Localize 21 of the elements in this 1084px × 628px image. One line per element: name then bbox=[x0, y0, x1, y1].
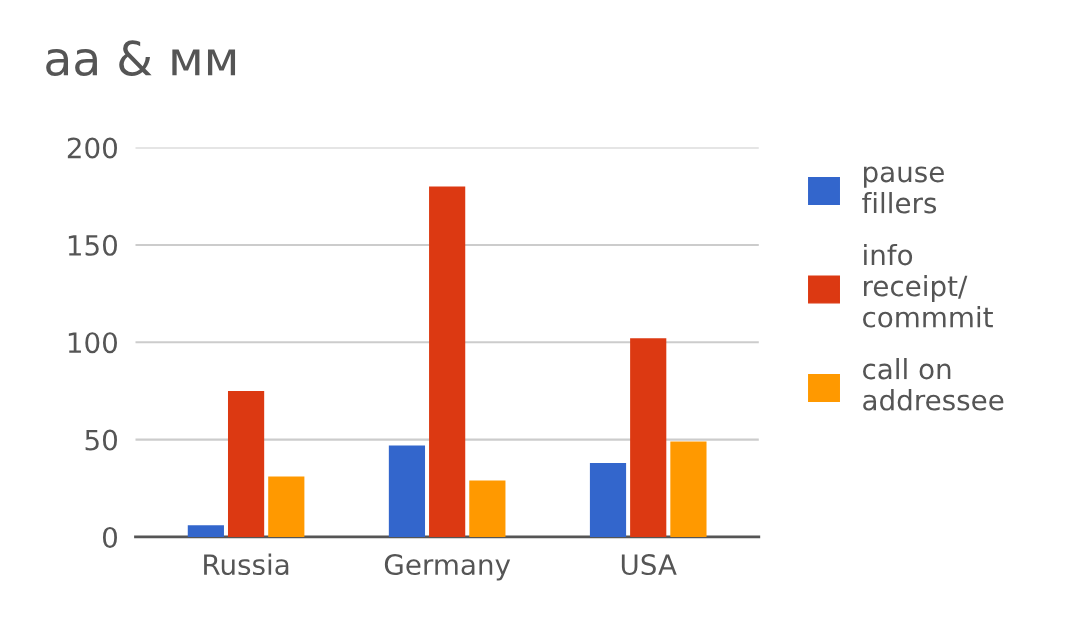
y-tick-label: 100 bbox=[68, 332, 117, 354]
bar bbox=[469, 480, 506, 537]
bar bbox=[268, 476, 305, 537]
bar bbox=[227, 390, 265, 537]
y-tick-label: 50 bbox=[85, 429, 117, 451]
x-tick-label: Russia bbox=[204, 553, 289, 576]
y-tick-label: 200 bbox=[67, 137, 117, 159]
bar bbox=[589, 462, 627, 537]
legend-label: call on addressee bbox=[863, 357, 1004, 411]
chart-title: aa & мм bbox=[46, 40, 236, 77]
legend-label: info receipt/ commmit bbox=[863, 243, 993, 328]
x-tick-label: USA bbox=[621, 554, 677, 576]
x-tick-label: Germany bbox=[384, 554, 511, 581]
bar bbox=[630, 338, 667, 537]
y-tick-label: 150 bbox=[68, 234, 117, 256]
bar bbox=[388, 445, 426, 537]
legend-label: pause fillers bbox=[862, 166, 944, 214]
bar bbox=[670, 441, 707, 537]
bar bbox=[187, 525, 224, 537]
y-tick-label: 0 bbox=[102, 526, 117, 548]
bar bbox=[429, 186, 466, 537]
